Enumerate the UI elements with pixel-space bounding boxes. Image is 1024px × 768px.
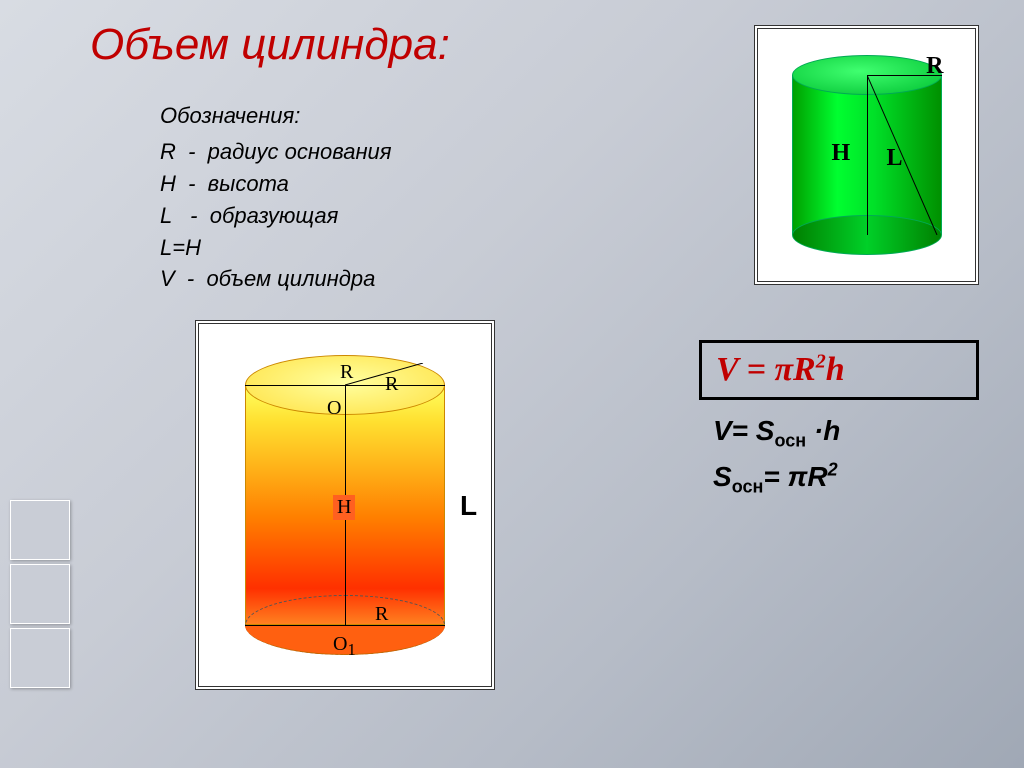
yellow-label-o1-letter: O [333,633,347,655]
slide: 01011010101 10101010101 01010101010 1010… [0,0,1024,768]
legend-line-h: H - высота [160,168,392,200]
legend-line-r: R - радиус основания [160,136,392,168]
yellow-label-h: H [333,495,355,520]
green-cylinder-slant-line [867,75,952,235]
yellow-cylinder-panel: R R O H R O1 [195,320,495,690]
yellow-outer-label-l: L [460,490,477,522]
legend-line-l: L - образующая [160,200,392,232]
yellow-label-r-top: R [340,361,353,384]
green-label-h: H [832,140,851,167]
yellow-label-o1: O1 [333,633,356,660]
formula-main-box: V = πR2h [699,340,979,400]
formula-sub-block: V= Sосн ·h Sосн= πR2 [699,405,979,506]
green-cylinder-panel: R H L [754,25,979,285]
yellow-bottom-diameter [245,625,445,626]
green-cylinder: R H L [792,55,942,255]
slide-title: Объем цилиндра: [90,20,450,70]
formula-main: V = πR2h [716,351,845,388]
legend-heading: Обозначения: [160,100,392,132]
yellow-label-o: O [327,397,341,420]
nav-square-1[interactable] [10,500,70,560]
yellow-label-r-slant: R [385,373,398,396]
green-label-l: L [887,145,903,172]
legend-line-lh: L=H [160,232,392,264]
nav-square-3[interactable] [10,628,70,688]
nav-square-2[interactable] [10,564,70,624]
yellow-label-o1-sub: 1 [347,640,355,659]
yellow-cylinder: R R O H R O1 [245,355,445,655]
green-label-r: R [926,53,943,80]
yellow-label-r-bottom: R [375,603,388,626]
formula-v-sosn-h: V= Sосн ·h [713,409,965,455]
formula-sosn-pir2: Sосн= πR2 [713,455,965,501]
legend-block: Обозначения: R - радиус основания H - вы… [160,100,392,295]
nav-squares [10,500,70,688]
legend-line-v: V - объем цилиндра [160,263,392,295]
